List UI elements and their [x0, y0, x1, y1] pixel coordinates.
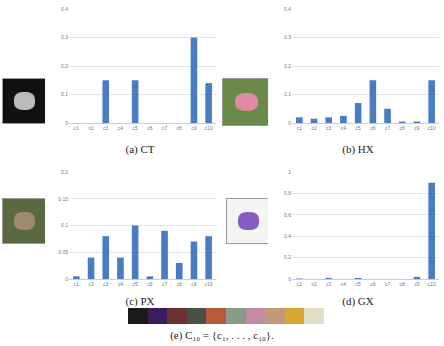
svg-text:0.4: 0.4 [284, 6, 291, 12]
svg-text:0.1: 0.1 [61, 91, 68, 97]
svg-text:0: 0 [288, 120, 291, 126]
svg-text:0.8: 0.8 [284, 190, 291, 196]
svg-text:c6: c6 [370, 281, 376, 287]
svg-text:c4: c4 [118, 125, 124, 131]
svg-text:c3: c3 [103, 125, 109, 131]
svg-text:c6: c6 [147, 125, 153, 131]
svg-text:1: 1 [288, 169, 291, 175]
svg-text:0.2: 0.2 [61, 63, 68, 69]
svg-text:c9: c9 [414, 125, 420, 131]
svg-text:c5: c5 [356, 281, 362, 287]
svg-text:c7: c7 [162, 125, 168, 131]
svg-text:c8: c8 [400, 281, 406, 287]
svg-text:0.3: 0.3 [61, 34, 68, 40]
svg-text:c4: c4 [118, 281, 124, 287]
svg-text:c2: c2 [311, 281, 317, 287]
svg-text:c8: c8 [400, 125, 406, 131]
svg-text:c8: c8 [177, 281, 183, 287]
svg-text:c5: c5 [356, 125, 362, 131]
svg-text:c10: c10 [205, 125, 213, 131]
html-text:(c) PX: (c) PX [125, 295, 155, 307]
svg-text:0.3: 0.3 [284, 34, 291, 40]
html-text:(e) C₁₀ = {c₁, . . . , c₁₀}.: (e) C₁₀ = {c₁, . . . , c₁₀}. [170, 329, 274, 341]
html-text:(d) GX: (d) GX [342, 295, 374, 307]
svg-text:0.4: 0.4 [61, 6, 68, 12]
svg-text:c4: c4 [341, 281, 347, 287]
svg-text:0.05: 0.05 [58, 249, 68, 255]
svg-text:c4: c4 [341, 125, 347, 131]
svg-text:c9: c9 [191, 125, 197, 131]
svg-text:c3: c3 [103, 281, 109, 287]
svg-text:c7: c7 [162, 281, 168, 287]
svg-text:c6: c6 [147, 281, 153, 287]
svg-text:c5: c5 [133, 281, 139, 287]
svg-text:c2: c2 [311, 125, 317, 131]
svg-text:0: 0 [65, 276, 68, 282]
svg-text:c3: c3 [326, 125, 332, 131]
html-text:(b) HX: (b) HX [342, 143, 374, 155]
svg-text:c7: c7 [385, 281, 391, 287]
svg-text:0.2: 0.2 [284, 254, 291, 260]
svg-text:c7: c7 [385, 125, 391, 131]
svg-text:c1: c1 [297, 281, 303, 287]
svg-text:0: 0 [288, 276, 291, 282]
svg-text:0.1: 0.1 [61, 222, 68, 228]
svg-text:c10: c10 [205, 281, 213, 287]
svg-text:c10: c10 [428, 125, 436, 131]
svg-text:c1: c1 [297, 125, 303, 131]
svg-text:c1: c1 [74, 125, 80, 131]
svg-text:0: 0 [65, 120, 68, 126]
svg-text:c5: c5 [133, 125, 139, 131]
svg-text:c9: c9 [414, 281, 420, 287]
svg-text:0.4: 0.4 [284, 233, 291, 239]
svg-text:0.1: 0.1 [284, 91, 291, 97]
svg-text:c6: c6 [370, 125, 376, 131]
svg-text:c8: c8 [177, 125, 183, 131]
svg-text:c3: c3 [326, 281, 332, 287]
svg-text:0.15: 0.15 [58, 196, 68, 202]
svg-text:c2: c2 [88, 281, 94, 287]
svg-text:0.2: 0.2 [284, 63, 291, 69]
svg-text:c1: c1 [74, 281, 80, 287]
svg-text:c2: c2 [88, 125, 94, 131]
svg-text:c9: c9 [191, 281, 197, 287]
html-text:(a) CT: (a) CT [125, 143, 155, 155]
svg-text:0.2: 0.2 [61, 169, 68, 175]
svg-text:0.6: 0.6 [284, 212, 291, 218]
svg-text:c10: c10 [428, 281, 436, 287]
